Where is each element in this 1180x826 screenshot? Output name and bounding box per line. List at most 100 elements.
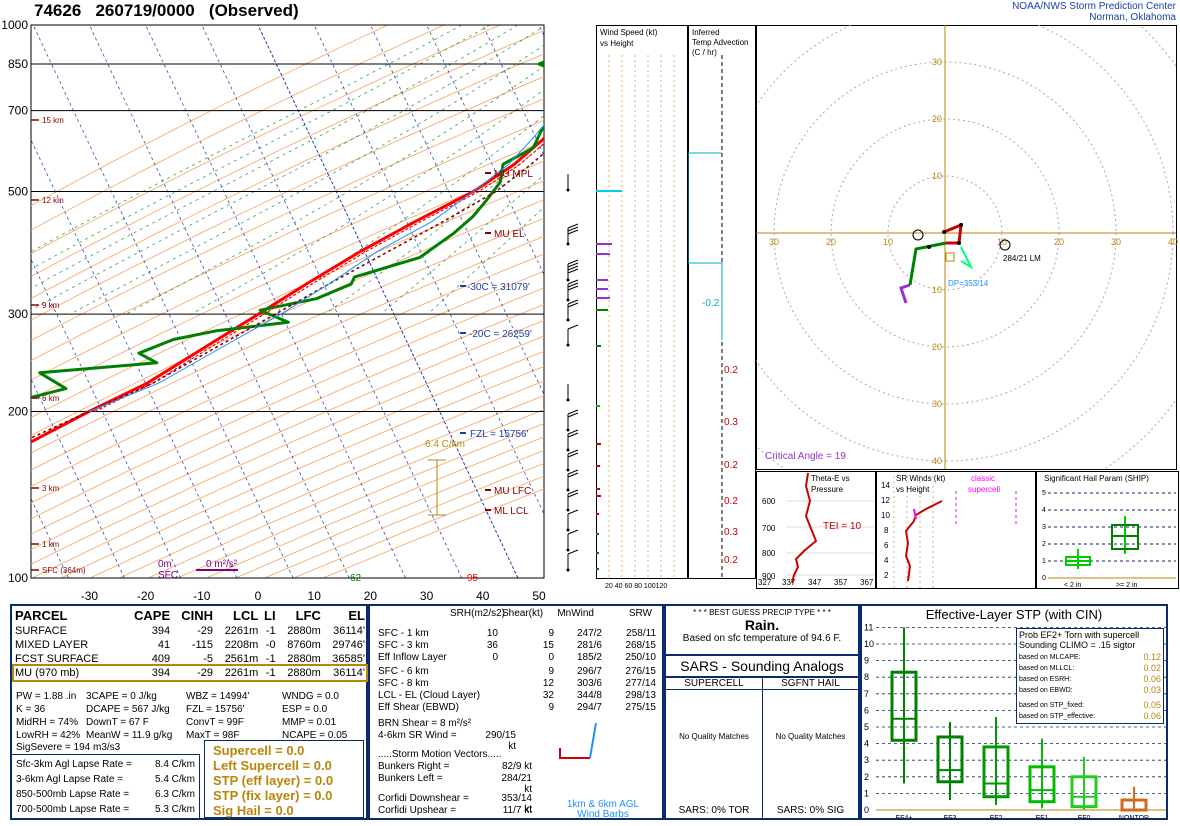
pressure-label: 200 [8, 405, 28, 419]
parcel-cell: 36585' [332, 653, 365, 665]
kinematic-cell: Corfidi Downshear = [378, 793, 469, 804]
lapse-row: 850-500mb Lapse Rate = 6.3 C/km [16, 787, 195, 802]
srw-y-6: 6 [884, 541, 889, 550]
parcel-cell: MU (970 mb) [15, 667, 80, 679]
kinematic-cell: SRH(m2/s2) [450, 608, 506, 619]
parcel-cell: -29 [197, 667, 214, 679]
stat-cell: MidRH = 74% [16, 717, 78, 728]
adv-value-4: 0.2 [724, 460, 738, 471]
parcel-cell: 2561m [224, 653, 259, 665]
parcel-cell: 409 [151, 653, 171, 665]
sr-winds-panel: SR Winds (kt) vs Height classic supercel… [876, 471, 1036, 589]
kinematic-cell: 32 [542, 690, 554, 701]
hodo-y-label: 30 [932, 57, 942, 67]
stp-category: NONTOR [1119, 815, 1149, 818]
parcel-stats: PW = 1.88 .in 3CAPE = 0 J/kg WBZ = 14994' W… [16, 690, 366, 742]
sars-hail: SGFNT HAIL No Quality Matches SARS: 0% S… [763, 678, 858, 818]
index-value: STP (eff layer) = 0.0 [213, 773, 334, 788]
sounding-title: 74626 260719/0000 (Observed) [34, 1, 299, 21]
precip-value: Rain. [744, 617, 780, 633]
kinematic-cell: 258/11 [626, 628, 656, 639]
kinematic-cell: 284/21 kt [501, 773, 532, 795]
kinematic-cell: 11/7 kt [502, 805, 532, 816]
stp-prob-title: Prob EF2+ Torn with supercell [1019, 630, 1140, 640]
pressure-label: 300 [8, 307, 28, 321]
parcel-cell: -1 [265, 625, 276, 637]
adv-title1: Inferred [692, 28, 720, 37]
temp-advection-panel: Inferred Temp Advection (C / hr) -0.2 0.… [688, 25, 756, 579]
org-location: Norman, Oklahoma [1089, 12, 1176, 23]
stp-y-label: 10 [864, 639, 874, 649]
parcel-cell: 2208m [224, 639, 259, 651]
hodograph-trace [899, 222, 1011, 304]
ship-title: Significant Hail Param (SHIP) [1044, 474, 1149, 483]
hdr-cape: CAPE [134, 608, 171, 623]
kinematic-cell: Bunkers Right = [378, 761, 450, 772]
hodo-y-label: 40 [932, 456, 942, 466]
skewt-profiles [31, 60, 544, 444]
index-value: Sig Hail = 0.0 [213, 803, 294, 818]
kinematic-cell: 296/7 [576, 666, 602, 677]
hodo-x-label: 10 [997, 237, 1007, 247]
hdr-parcel: PARCEL [15, 608, 68, 623]
stp-category: EF3 [944, 815, 957, 818]
stp-prob-cell: 0.02 [1143, 663, 1161, 673]
sfc-dewpoint-label: 62 [350, 573, 362, 584]
parcel-cell: -0 [265, 639, 276, 651]
temperature-label: 20 [364, 589, 378, 603]
index-value: Supercell = 0.0 [213, 743, 305, 758]
sars-title: SARS - Sounding Analogs [666, 656, 858, 678]
parcel-cell: MIXED LAYER [15, 639, 89, 651]
sars-sig: SARS: 0% SIG [776, 805, 845, 816]
kinematic-cell: 4-6km SR Wind = [378, 730, 457, 741]
height-label: SFC (364m) [42, 566, 86, 575]
ship-panel: Significant Hail Param (SHIP) 5 4 3 2 1 … [1036, 471, 1179, 589]
barb-note-1: 1km & 6km AGL [566, 799, 640, 810]
minus20-label: -20C = 26259' [469, 329, 532, 340]
stp-prob-cell: 0.06 [1143, 711, 1161, 721]
parcel-cell: 2880m [287, 653, 321, 665]
height-label: 6 km [42, 394, 60, 403]
stat-cell: K = 36 [16, 704, 46, 715]
stp-prob-cell: 0.03 [1143, 685, 1161, 695]
stat-cell: MaxT = 98F [186, 730, 240, 741]
kinematic-cell: Eff Inflow Layer [378, 652, 447, 663]
ml-lcl-label: ML LCL [494, 506, 529, 517]
hodo-y-label: 20 [932, 342, 942, 352]
kinematic-cell: 0 [492, 652, 498, 663]
stp-climo: Sounding CLIMO = .15 sigtor [1019, 640, 1136, 650]
kinematic-cell: SRW [628, 608, 652, 619]
hdr-lfc: LFC [295, 608, 321, 623]
theta-y-600: 600 [762, 497, 776, 506]
lapse-cell: 700-500mb Lapse Rate = [16, 804, 130, 815]
ship-y-2: 2 [1042, 541, 1046, 548]
stp-category: EF1 [1036, 815, 1049, 818]
kinematic-cell: MnWind [557, 608, 594, 619]
parcel-cell: SURFACE [15, 625, 67, 637]
kinematic-cell: Bunkers Left = [378, 773, 443, 784]
srw-y-14: 14 [881, 481, 890, 490]
minus30-label: -30C = 31079' [467, 282, 530, 293]
org-name: NOAA/NWS Storm Prediction Center [1012, 1, 1176, 12]
adv-value-5: 0.2 [724, 496, 738, 507]
stp-prob-row: based on ESRH: 0.06 [1019, 674, 1161, 685]
stat-row: PW = 1.88 .in 3CAPE = 0 J/kg WBZ = 14994' W… [16, 690, 366, 703]
kinematic-cell: 15 [542, 640, 554, 651]
lapse-row: 3-6km Agl Lapse Rate = 5.4 C/km [16, 772, 195, 787]
stp-prob-cell: based on MLCAPE: [1019, 654, 1081, 661]
stat-cell: NCAPE = 0.05 [282, 730, 348, 741]
theta-title2: Pressure [811, 485, 844, 494]
stp-prob-row: based on EBWD: 0.03 [1019, 685, 1161, 696]
stat-row: K = 36 DCAPE = 567 J/kg FZL = 15756' ESP = … [16, 703, 366, 716]
stat-cell: ESP = 0.0 [282, 704, 328, 715]
precip-title: * * * BEST GUESS PRECIP TYPE * * * [693, 608, 831, 617]
kinematic-cell: SFC - 1 km [378, 628, 429, 639]
parcel-panel: PARCEL CAPE CINH LCL LI LFC EL SURFACE 39… [10, 604, 368, 820]
sars-hail-title: SGFNT HAIL [763, 678, 858, 690]
temperature-label: 0 [255, 589, 262, 603]
parcel-cell: 29746' [332, 639, 365, 651]
hdr-el: EL [348, 608, 365, 623]
wind-panel-title: Wind Speed (kt) [600, 28, 658, 37]
critical-angle: Critical Angle = 19 [765, 451, 846, 462]
fzl-label: FZL = 15756' [470, 429, 529, 440]
